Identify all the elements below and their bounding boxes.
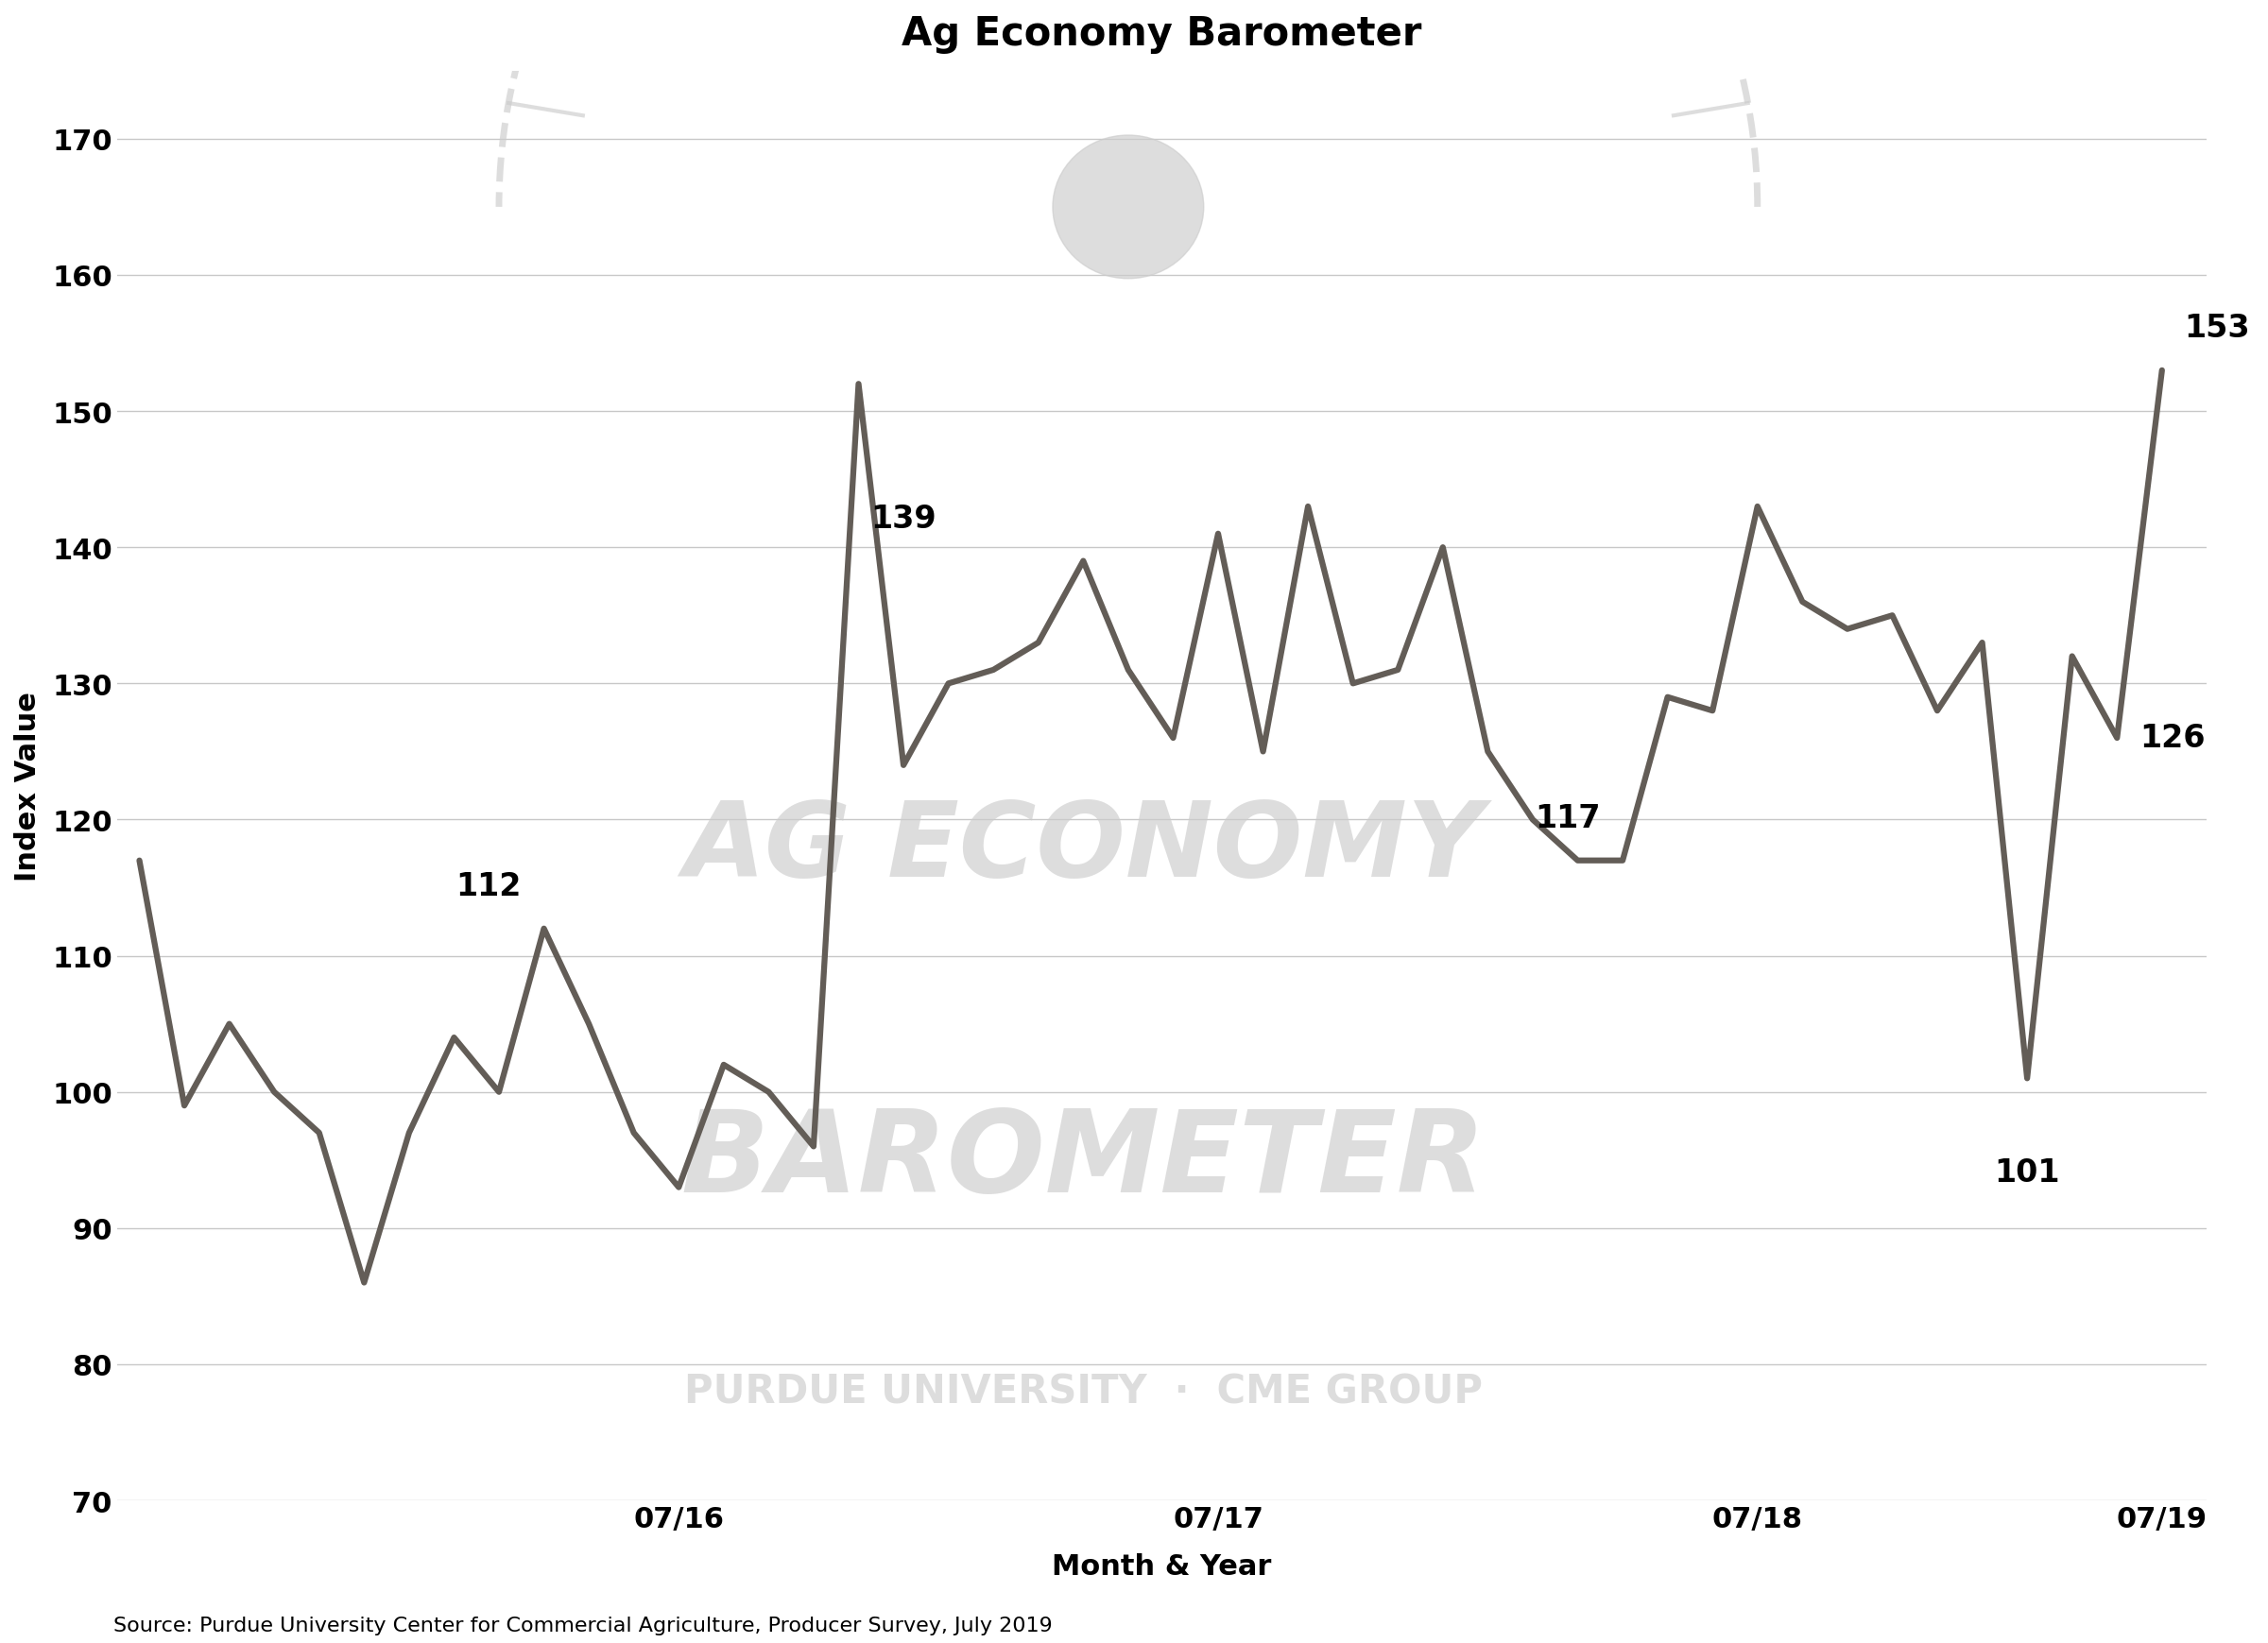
Y-axis label: Index Value: Index Value bbox=[14, 692, 41, 881]
Title: Ag Economy Barometer: Ag Economy Barometer bbox=[903, 15, 1422, 54]
Text: AG ECONOMY: AG ECONOMY bbox=[683, 797, 1483, 897]
Text: PURDUE UNIVERSITY  ·  CME GROUP: PURDUE UNIVERSITY · CME GROUP bbox=[685, 1372, 1483, 1411]
X-axis label: Month & Year: Month & Year bbox=[1052, 1553, 1272, 1579]
Text: 117: 117 bbox=[1535, 802, 1601, 833]
Text: 101: 101 bbox=[1994, 1157, 2059, 1188]
Text: 126: 126 bbox=[2139, 723, 2204, 754]
Text: 153: 153 bbox=[2184, 312, 2250, 343]
Text: 112: 112 bbox=[456, 871, 522, 902]
Text: BAROMETER: BAROMETER bbox=[680, 1106, 1486, 1216]
Text: Source: Purdue University Center for Commercial Agriculture, Producer Survey, Ju: Source: Purdue University Center for Com… bbox=[113, 1617, 1052, 1635]
Ellipse shape bbox=[1052, 136, 1204, 279]
Text: 139: 139 bbox=[871, 503, 937, 534]
